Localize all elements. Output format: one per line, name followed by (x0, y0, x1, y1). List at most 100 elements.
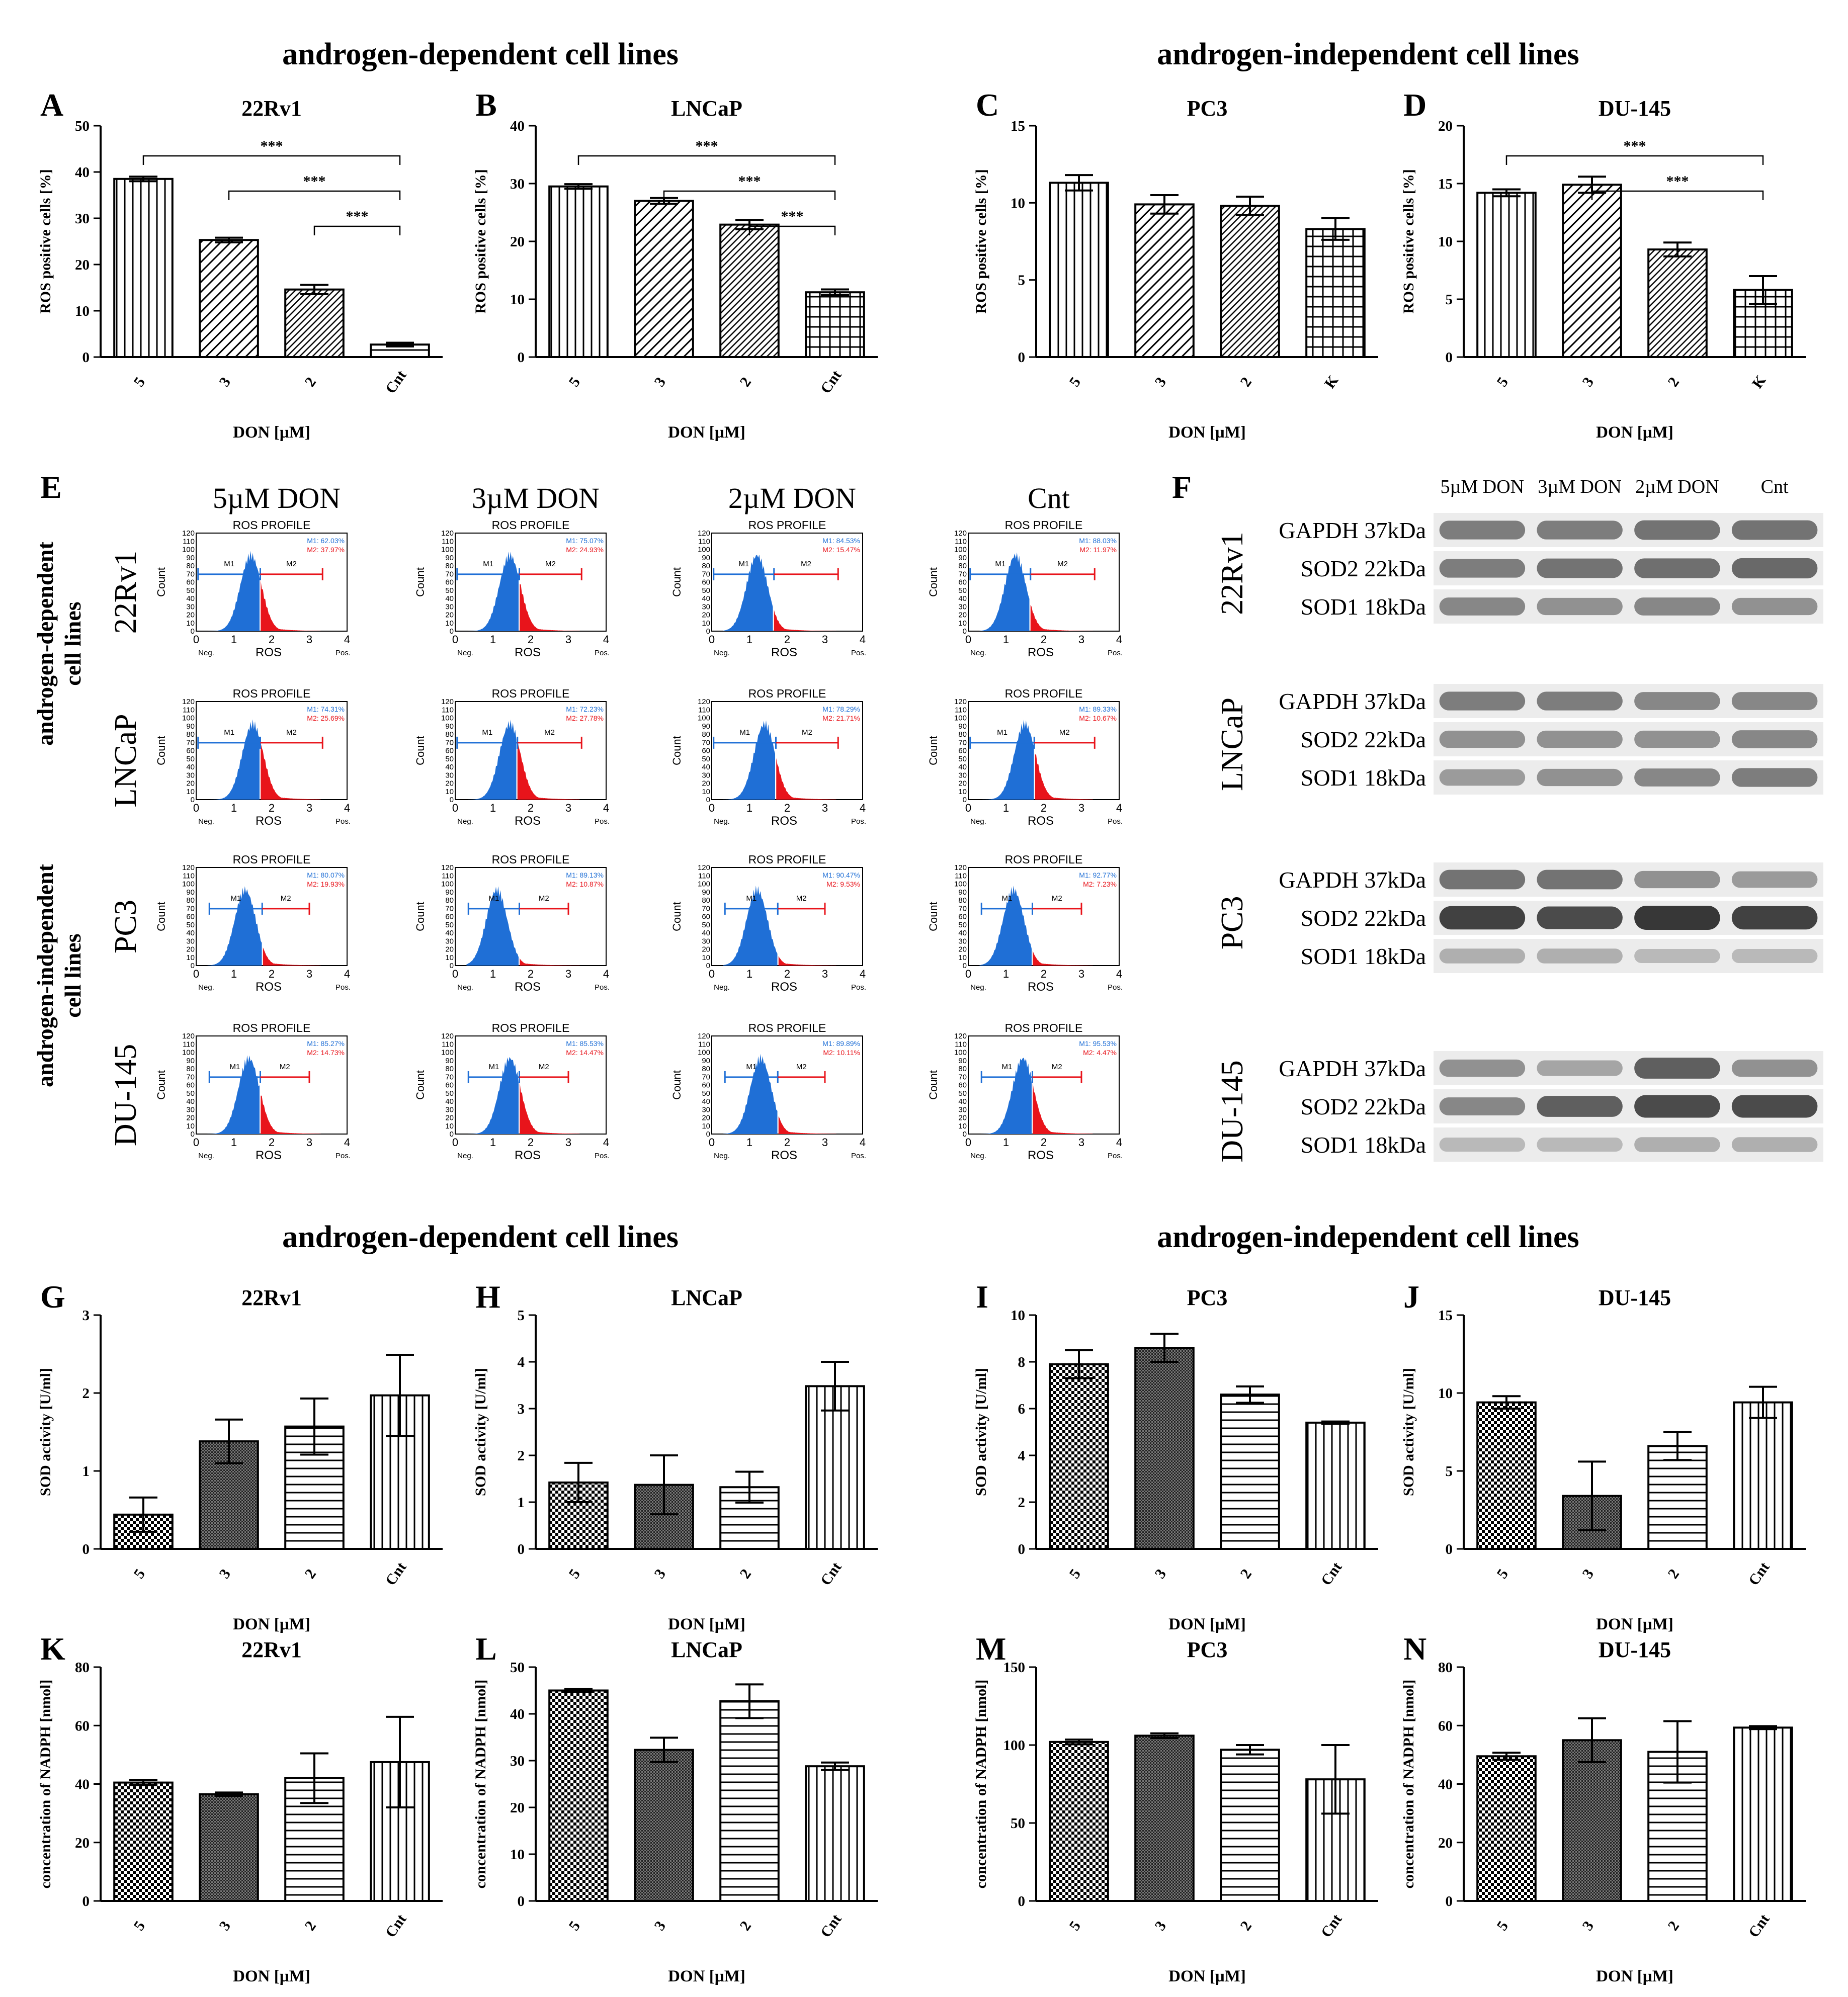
flow-x-tick: 2 (528, 802, 534, 814)
panel-letter: C (976, 87, 999, 123)
flow-y-tick: 0 (450, 1130, 454, 1139)
flow-neg-label: Neg. (714, 983, 730, 992)
significance-label: *** (1624, 138, 1646, 154)
flow-m2-percent: M2: 14.47% (566, 1049, 604, 1057)
bar-2 (1220, 1394, 1280, 1550)
flow-y-tick: 90 (445, 554, 454, 562)
flow-x-tick: 1 (490, 1136, 496, 1149)
flow-m1-percent: M1: 74.31% (307, 705, 345, 713)
flow-x-tick: 3 (822, 968, 828, 980)
panel-letter: K (40, 1631, 65, 1667)
flow-y-tick: 50 (702, 1089, 710, 1098)
y-tick-label: 100 (1003, 1738, 1026, 1754)
flow-m2-area (263, 947, 321, 966)
chart-L: L LNCaP 0 10 20 30 40 50 concentration of NADPH … (472, 1631, 878, 1985)
flow-m1-percent: M1: 89.13% (566, 871, 604, 879)
bar-5 (113, 178, 174, 358)
flow-y-tick: 80 (186, 896, 195, 905)
flow-column-title: 3µM DON (472, 482, 600, 514)
flow-y-tick: 90 (445, 722, 454, 731)
y-tick-label: 5 (1446, 1463, 1453, 1480)
chart-title: LNCaP (671, 96, 742, 121)
flow-y-label: Count (927, 1070, 940, 1100)
flow-m1-percent: M1: 80.07% (307, 871, 345, 879)
y-tick-label: 6 (1018, 1401, 1026, 1417)
flow-neg-label: Neg. (970, 649, 986, 657)
flow-y-tick: 90 (186, 722, 195, 731)
panel-letter: H (475, 1279, 500, 1315)
flow-y-tick: 20 (958, 779, 967, 788)
flow-y-tick: 50 (186, 921, 195, 929)
panel-letter-F: F (1172, 469, 1192, 505)
flow-y-tick: 10 (445, 1122, 454, 1131)
y-tick-label: 0 (518, 350, 525, 366)
category-label: 2 (1237, 1918, 1255, 1934)
blot-band (1537, 768, 1623, 787)
flow-neg-label: Neg. (457, 649, 473, 657)
flow-y-tick: 120 (182, 863, 195, 872)
flow-histogram: ROS PROFILE0102030405060708090100110120C… (670, 687, 866, 828)
flow-x-tick: 0 (709, 633, 715, 646)
flow-x-label: ROS (1028, 646, 1054, 659)
bar-5 (548, 185, 609, 358)
significance-bracket (577, 155, 836, 165)
flow-m2-area (776, 758, 836, 800)
bar-K (1305, 228, 1366, 359)
bar-2 (719, 1700, 780, 1902)
y-tick-label: 20 (1438, 1835, 1453, 1851)
category-label: 2 (301, 374, 319, 390)
flow-neg-label: Neg. (198, 649, 214, 657)
flow-m1-percent: M1: 85.53% (566, 1039, 604, 1048)
y-tick-label: 20 (1438, 118, 1453, 134)
flow-y-tick: 120 (182, 529, 195, 538)
flow-gate-m1-label: M1 (230, 894, 241, 903)
flow-y-tick: 0 (191, 962, 195, 970)
flow-y-tick: 120 (182, 1032, 195, 1040)
flow-y-tick: 20 (445, 945, 454, 954)
panel-letter: A (40, 87, 63, 123)
flow-y-tick: 120 (441, 863, 454, 872)
x-axis-label: DON [µM] (1168, 1967, 1246, 1985)
flow-x-tick: 2 (1041, 1136, 1047, 1149)
flow-y-tick: 0 (963, 1130, 967, 1139)
flow-y-tick: 30 (186, 771, 195, 779)
flow-x-tick: 4 (860, 633, 866, 646)
category-label: 3 (651, 1566, 669, 1582)
flow-y-tick: 90 (186, 888, 195, 897)
flow-y-tick: 120 (441, 1032, 454, 1040)
flow-gate-m2-label: M2 (280, 1063, 290, 1071)
flow-y-tick: 20 (445, 1114, 454, 1122)
significance-bracket (1505, 155, 1764, 165)
flow-y-label: Count (414, 1070, 427, 1100)
flow-x-tick: 1 (231, 633, 237, 646)
flow-y-tick: 70 (445, 570, 454, 578)
flow-x-label: ROS (771, 1149, 797, 1162)
bar-3 (1562, 1739, 1622, 1902)
flow-y-tick: 90 (445, 888, 454, 897)
blot-band (1439, 870, 1526, 890)
flow-gate-m2-label: M2 (796, 894, 807, 903)
flow-histogram: ROS PROFILE0102030405060708090100110120C… (155, 687, 351, 828)
category-label: K (1749, 372, 1770, 392)
blot-band-label: GAPDH 37kDa (1279, 1056, 1426, 1081)
flow-m2-area (520, 1082, 580, 1134)
flow-x-tick: 4 (1116, 633, 1122, 646)
flow-x-tick: 3 (565, 633, 571, 646)
blot-lane-label: Cnt (1761, 476, 1789, 497)
flow-y-tick: 10 (186, 788, 195, 796)
y-tick-label: 20 (510, 234, 525, 250)
chart-D: D DU-145 0 5 10 15 20 ROS positive cells [%] DON… (1400, 87, 1806, 442)
flow-y-label: Count (927, 736, 940, 765)
blot-band-label: GAPDH 37kDa (1279, 867, 1426, 893)
category-label: 2 (736, 374, 754, 390)
flow-pos-label: Pos. (1108, 1152, 1123, 1160)
blot-band (1634, 730, 1720, 748)
flow-pos-label: Pos. (851, 649, 866, 657)
flow-m2-area (774, 610, 836, 631)
flow-y-tick: 110 (183, 1040, 195, 1049)
y-tick-label: 40 (1438, 1777, 1453, 1793)
flow-y-tick: 40 (958, 594, 967, 603)
flow-pos-label: Pos. (335, 1152, 351, 1160)
flow-gate-m2-label: M2 (286, 728, 297, 737)
